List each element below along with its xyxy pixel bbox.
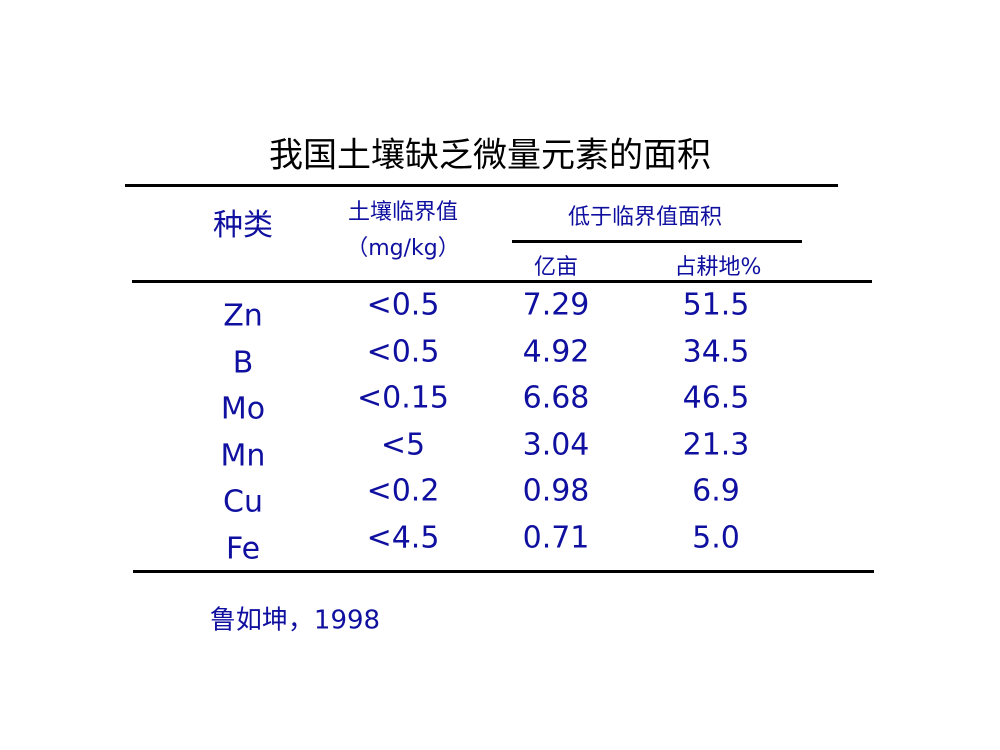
- header-percent: 占耕地%: [674, 255, 762, 280]
- header-sub-rule: [512, 240, 802, 243]
- cell-percent: 46.5: [682, 380, 750, 416]
- cell-kind: Mo: [220, 391, 266, 427]
- cell-kind: Cu: [223, 484, 263, 520]
- cell-percent: 6.9: [692, 473, 740, 509]
- cell-threshold: <4.5: [366, 520, 440, 556]
- cell-area: 7.29: [522, 287, 590, 323]
- cell-threshold: <0.5: [366, 334, 440, 370]
- cell-threshold: <5: [380, 427, 426, 463]
- header-threshold-unit: （mg/kg）: [346, 236, 460, 261]
- cell-percent: 51.5: [682, 287, 750, 323]
- header-threshold: 土壤临界值: [347, 200, 459, 225]
- cell-percent: 21.3: [682, 427, 750, 463]
- cell-area: 6.68: [522, 380, 590, 416]
- cell-area: 0.98: [522, 473, 590, 509]
- cell-threshold: <0.15: [357, 380, 449, 416]
- cell-area: 4.92: [522, 334, 590, 370]
- cell-area: 3.04: [522, 427, 590, 463]
- cell-threshold: <0.5: [366, 287, 440, 323]
- cell-kind: B: [232, 345, 254, 381]
- source: 鲁如坤，1998: [209, 605, 381, 636]
- title: 我国土壤缺乏微量元素的面积: [269, 135, 711, 176]
- header-kind: 种类: [213, 208, 273, 243]
- cell-threshold: <0.2: [366, 473, 440, 509]
- cell-kind: Fe: [225, 531, 261, 567]
- cell-percent: 34.5: [682, 334, 750, 370]
- header-rule: [132, 280, 872, 283]
- bottom-rule: [133, 570, 874, 573]
- top-rule: [125, 184, 838, 187]
- cell-kind: Zn: [223, 298, 263, 334]
- header-below: 低于临界值面积: [567, 205, 723, 230]
- cell-kind: Mn: [220, 438, 266, 474]
- cell-percent: 5.0: [692, 520, 740, 556]
- header-area: 亿亩: [533, 255, 579, 280]
- cell-area: 0.71: [522, 520, 590, 556]
